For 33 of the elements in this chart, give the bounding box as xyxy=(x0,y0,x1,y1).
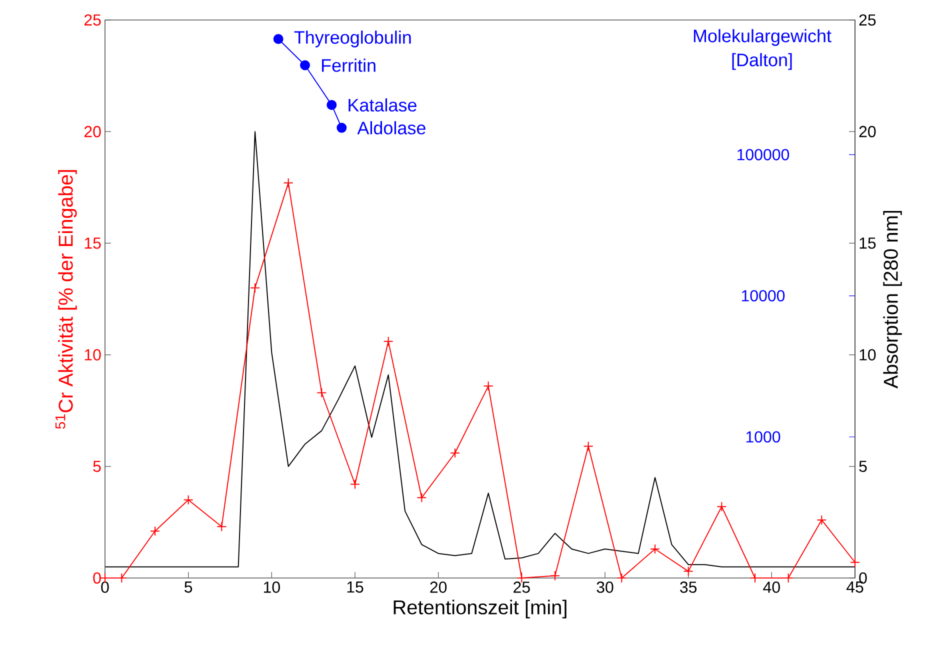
x-tick-label: 45 xyxy=(846,582,864,593)
x-axis-title: Retentionszeit [min] xyxy=(394,600,566,618)
y3-tick-label: 100000 xyxy=(738,148,790,160)
x-tick-label: 30 xyxy=(596,582,614,593)
y-tick-label: 20 xyxy=(84,126,101,138)
y-tick-label: 25 xyxy=(84,14,101,26)
y2-axis-title: Absorption [280 nm] xyxy=(883,210,902,388)
annotation: Aldolase xyxy=(357,121,426,134)
y3-axis-title: Molekulargewicht [Dalton] xyxy=(694,29,832,70)
annotation: Ferritin xyxy=(322,58,376,72)
x-tick-label: 20 xyxy=(430,582,447,593)
y2-tick-label: 5 xyxy=(859,460,867,472)
y-axis-title: $^{51}$Cr Aktivität [% der Eingabe] xyxy=(56,170,77,429)
y2-tick-label: 10 xyxy=(860,349,876,360)
y-tick-label: 0 xyxy=(93,572,101,584)
y2-tick-label: 25 xyxy=(859,14,876,26)
x-tick-label: 35 xyxy=(680,582,697,593)
annotation: Katalase xyxy=(348,98,416,112)
x-tick-label: 10 xyxy=(264,582,280,593)
y-tick-label: 15 xyxy=(84,238,101,249)
x-tick-label: 25 xyxy=(514,582,530,593)
y2-tick-label: 15 xyxy=(860,238,876,249)
y3-tick-label: 10000 xyxy=(742,290,785,302)
y2-tick-label: 0 xyxy=(859,572,867,584)
y-tick-label: 10 xyxy=(84,349,101,360)
y3-tick-label: 1000 xyxy=(746,431,780,443)
y-tick-label: 5 xyxy=(93,460,101,472)
y2-tick-label: 20 xyxy=(859,126,876,138)
x-tick-label: 5 xyxy=(184,582,192,593)
annotation: Thyreoglobulin xyxy=(294,30,411,48)
x-tick-label: 40 xyxy=(763,582,780,593)
x-tick-label: 15 xyxy=(347,582,364,593)
x-tick-label: 0 xyxy=(101,582,109,593)
